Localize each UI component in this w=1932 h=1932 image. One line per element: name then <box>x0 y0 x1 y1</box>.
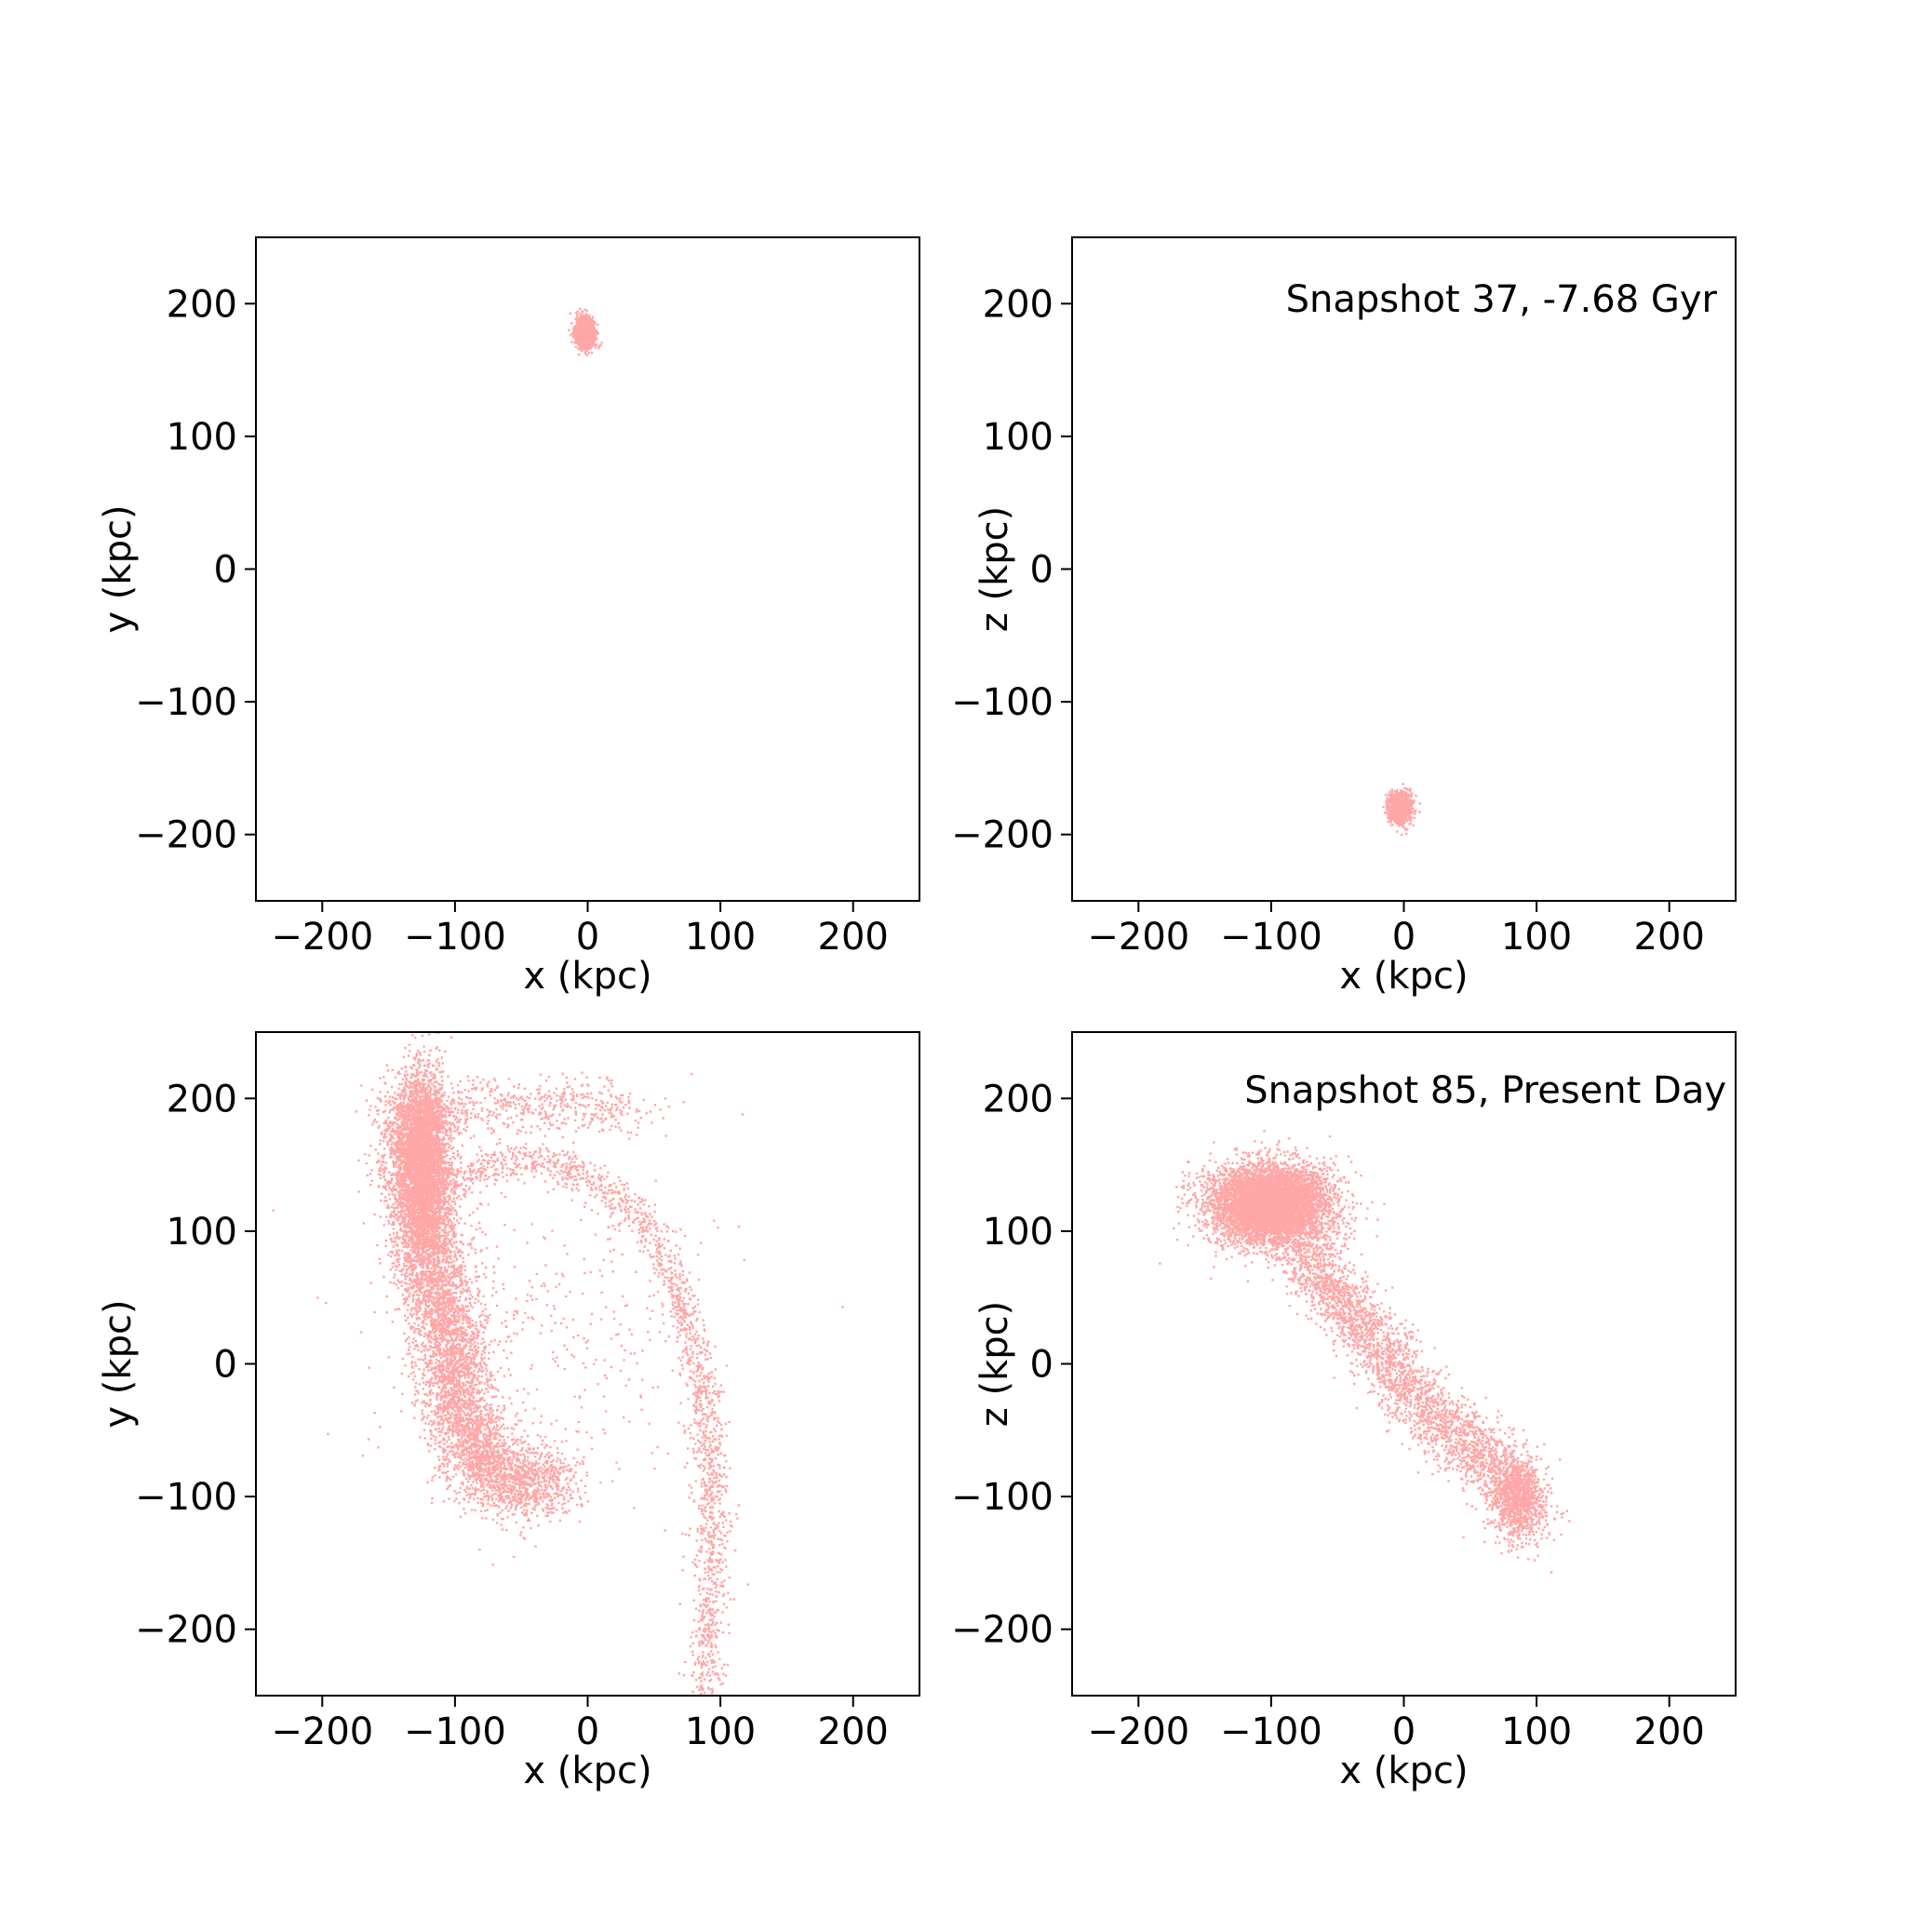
x-tick-label: −200 <box>271 1711 373 1753</box>
y-tick-label: 100 <box>167 416 237 459</box>
snapshot-annotation: Snapshot 85, Present Day <box>1244 1069 1726 1112</box>
y-tick-label: 200 <box>983 283 1053 326</box>
x-axis-label: x (kpc) <box>1339 955 1468 998</box>
y-tick-label: 0 <box>214 549 237 592</box>
x-axis-label: x (kpc) <box>523 955 651 998</box>
panel-top-right: −200 −100 0 100 200 −200 −100 0 100 200 x (kpc) z… <box>951 236 1737 998</box>
y-tick-label: 0 <box>214 1344 237 1387</box>
x-tick-label: 100 <box>685 1711 756 1753</box>
x-tick-label: 200 <box>1634 916 1705 959</box>
y-tick-label: 0 <box>1030 549 1053 592</box>
plot-frame <box>255 1031 920 1697</box>
scatter-points <box>1382 783 1421 837</box>
y-tick-label: −200 <box>951 814 1053 857</box>
x-tick-label: 200 <box>818 916 889 959</box>
x-tick-label: 0 <box>1392 916 1415 959</box>
x-tick-label: −100 <box>404 916 506 959</box>
x-tick-label: 100 <box>685 916 756 959</box>
y-tick-label: −100 <box>135 1476 237 1519</box>
snapshot-annotation: Snapshot 37, -7.68 Gyr <box>1286 278 1718 321</box>
x-axis-label: x (kpc) <box>1339 1750 1468 1792</box>
y-tick-label: −100 <box>135 681 237 724</box>
scatter-point-set <box>272 1031 844 1696</box>
y-tick-label: −200 <box>135 814 237 857</box>
scatter-point-set <box>1159 1130 1571 1574</box>
y-tick-label: 100 <box>983 1211 1053 1254</box>
panel-bottom-right: −200 −100 0 100 200 −200 −100 0 100 200 x (kpc) z… <box>951 1031 1737 1792</box>
y-tick-label: 0 <box>1030 1344 1053 1387</box>
x-tick-label: −100 <box>404 1711 506 1753</box>
panel-top-left: −200 −100 0 100 200 −200 −100 0 100 200 x (kpc) y… <box>97 236 920 998</box>
y-axis-label: y (kpc) <box>97 504 140 633</box>
x-tick-label: −200 <box>1087 1711 1189 1753</box>
x-tick-label: −200 <box>1087 916 1189 959</box>
scatter-points <box>1159 1130 1571 1574</box>
y-tick-label: 100 <box>983 416 1053 459</box>
x-tick-label: 0 <box>576 1711 599 1753</box>
axis-ticks: −200 −100 0 100 200 −200 −100 0 100 200 <box>951 1078 1705 1753</box>
y-axis-label: z (kpc) <box>973 1301 1016 1427</box>
scatter-point-set <box>568 307 603 356</box>
y-axis-label: z (kpc) <box>973 506 1016 632</box>
x-tick-label: −100 <box>1220 1711 1322 1753</box>
y-tick-label: −100 <box>951 1476 1053 1519</box>
y-tick-label: −100 <box>951 681 1053 724</box>
x-tick-label: 100 <box>1501 1711 1572 1753</box>
x-tick-label: 0 <box>1392 1711 1415 1753</box>
axis-ticks: −200 −100 0 100 200 −200 −100 0 100 200 <box>135 283 889 959</box>
x-tick-label: −200 <box>271 916 373 959</box>
scatter-points <box>272 1031 844 1696</box>
x-axis-label: x (kpc) <box>523 1750 651 1792</box>
x-tick-label: 200 <box>818 1711 889 1753</box>
y-tick-label: 200 <box>167 283 237 326</box>
y-tick-label: −200 <box>951 1609 1053 1652</box>
x-tick-label: 200 <box>1634 1711 1705 1753</box>
x-tick-label: 100 <box>1501 916 1572 959</box>
y-tick-label: −200 <box>135 1609 237 1652</box>
y-tick-label: 200 <box>167 1078 237 1120</box>
y-tick-label: 200 <box>983 1078 1053 1120</box>
panel-bottom-left: −200 −100 0 100 200 −200 −100 0 100 200 x (kpc) y… <box>97 1031 920 1792</box>
x-tick-label: −100 <box>1220 916 1322 959</box>
scatter-points <box>568 307 603 356</box>
scatter-point-set <box>1382 783 1421 837</box>
x-tick-label: 0 <box>576 916 599 959</box>
y-axis-label: y (kpc) <box>97 1299 140 1428</box>
axis-ticks: −200 −100 0 100 200 −200 −100 0 100 200 <box>135 1078 889 1753</box>
axis-ticks: −200 −100 0 100 200 −200 −100 0 100 200 <box>951 283 1705 959</box>
y-tick-label: 100 <box>167 1211 237 1254</box>
